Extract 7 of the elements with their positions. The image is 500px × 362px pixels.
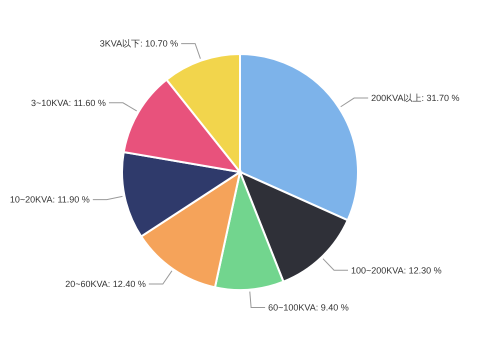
slice-label: 200KVA以上: 31.70 % (371, 93, 460, 104)
slice-label: 3~10KVA: 11.60 % (30, 98, 106, 108)
slice-label: 20~60KVA: 12.40 % (65, 279, 146, 289)
slice-label: 10~20KVA: 11.90 % (10, 194, 90, 205)
slice-label: 3KVA以下: 10.70 % (100, 38, 178, 49)
slice-label: 60~100KVA: 9.40 % (268, 302, 349, 313)
slice-label: 100~200KVA: 12.30 % (351, 265, 442, 276)
